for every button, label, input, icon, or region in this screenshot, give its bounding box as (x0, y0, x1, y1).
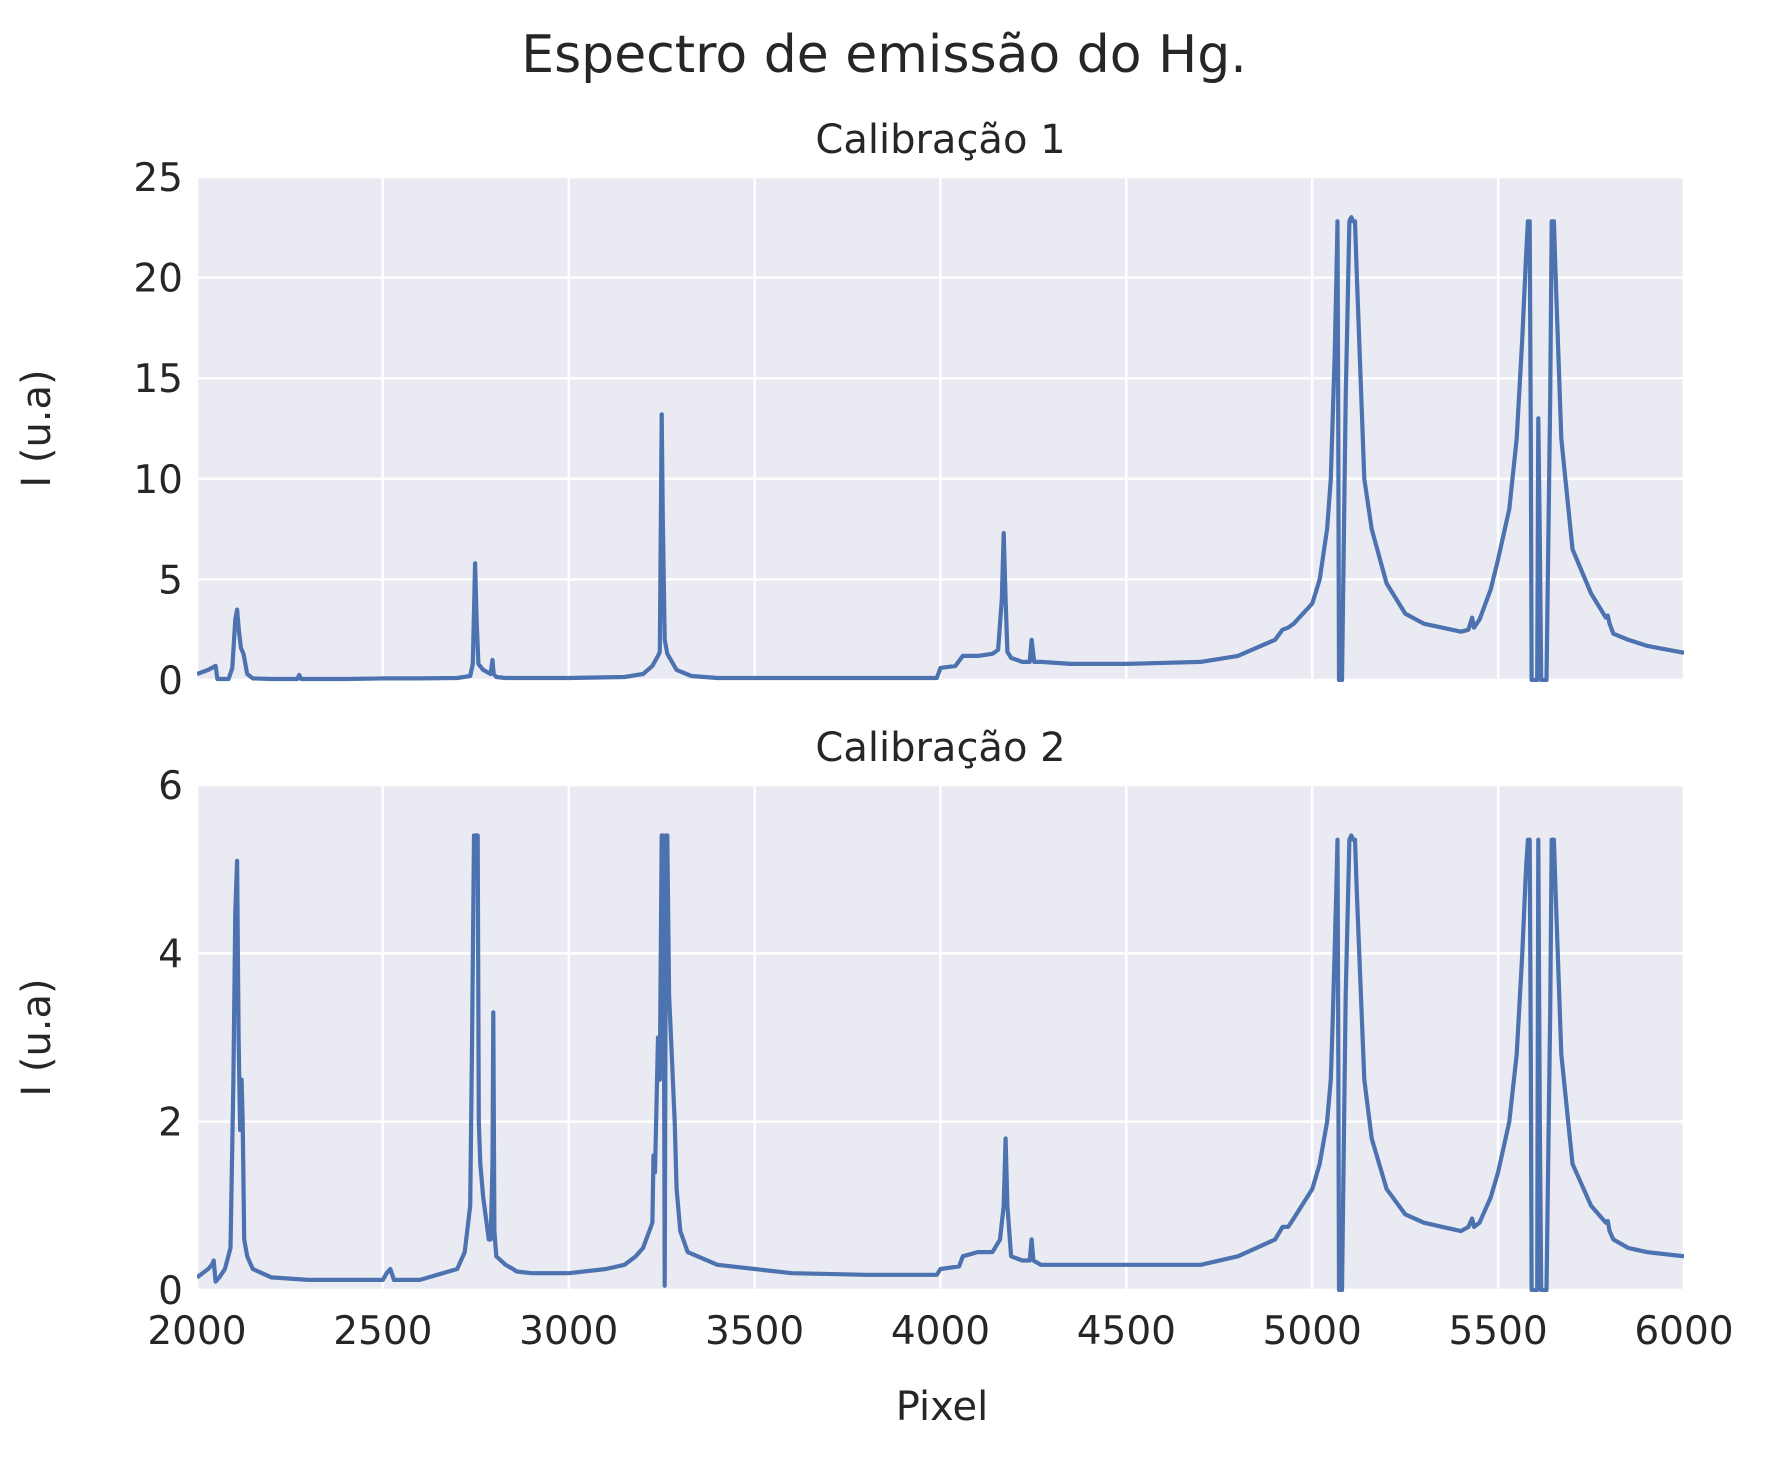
y-tick-label: 6 (158, 764, 183, 809)
subplot-title: Calibração 1 (815, 117, 1065, 163)
subplot-1: Calibração 1 0 5 10 15 20 25 I (u.a) (14, 117, 1686, 704)
x-tick-label: 4500 (1077, 1309, 1176, 1354)
x-tick-label: 3000 (519, 1309, 618, 1354)
y-tick-label: 10 (133, 458, 183, 503)
x-tick-label: 2000 (147, 1309, 246, 1354)
x-tick-label: 3500 (705, 1309, 804, 1354)
y-tick-label: 25 (133, 156, 183, 201)
y-tick-label: 0 (158, 659, 183, 704)
x-axis-label: Pixel (896, 1384, 989, 1430)
subplot-title: Calibração 2 (815, 725, 1065, 771)
x-tick-label: 4000 (891, 1309, 990, 1354)
y-tick-label: 5 (158, 558, 183, 603)
y-tick-label: 20 (133, 257, 183, 302)
y-axis-label: I (u.a) (14, 369, 60, 487)
subplot-2: Calibração 2 0 2 4 6 2000 2500 3000 3500 4000 4500… (14, 725, 1734, 1354)
x-tick-label: 2500 (333, 1309, 432, 1354)
series-line-1 (197, 215, 1684, 682)
figure-title: Espectro de emissão do Hg. (521, 25, 1247, 85)
y-tick-label: 0 (158, 1269, 183, 1314)
gridlines (195, 783, 1686, 1292)
y-axis-label: I (u.a) (14, 978, 60, 1096)
y-tick-label: 2 (158, 1101, 183, 1146)
x-tick-label: 5500 (1448, 1309, 1547, 1354)
series-line-1 (197, 833, 1684, 1292)
y-tick-label: 4 (158, 932, 183, 977)
gridlines (195, 175, 1686, 682)
x-tick-label: 5000 (1263, 1309, 1362, 1354)
x-tick-label: 6000 (1634, 1309, 1733, 1354)
y-tick-label: 15 (133, 357, 183, 402)
